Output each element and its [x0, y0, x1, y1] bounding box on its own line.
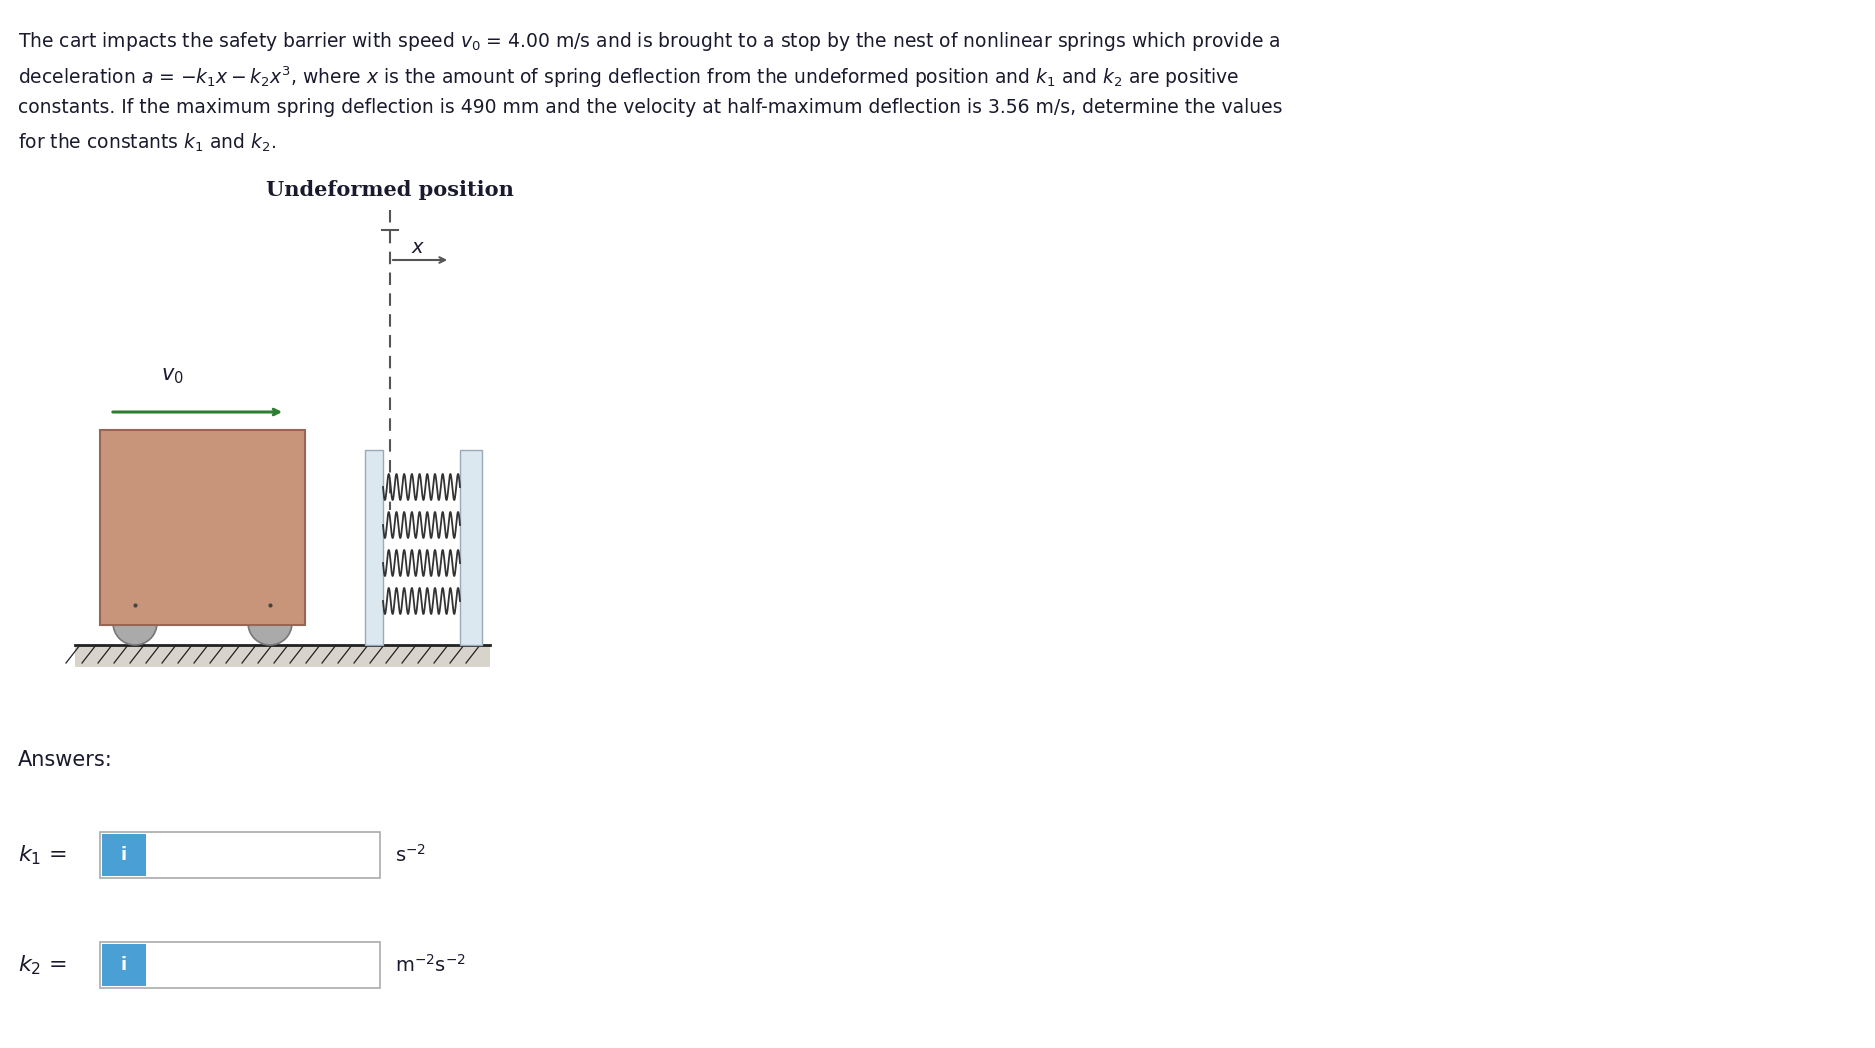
Text: $\mathsf{s^{-2}}$: $\mathsf{s^{-2}}$	[396, 844, 426, 866]
Bar	[99, 430, 306, 625]
Text: i: i	[120, 956, 128, 974]
Circle shape	[112, 601, 158, 645]
Bar	[99, 832, 381, 878]
Bar	[366, 450, 382, 645]
Text: $k_1$ =: $k_1$ =	[19, 844, 68, 867]
Text: i: i	[120, 846, 128, 864]
Circle shape	[248, 601, 292, 645]
Text: The cart impacts the safety barrier with speed $v_0$ = 4.00 m/s and is brought t: The cart impacts the safety barrier with…	[19, 30, 1281, 53]
Text: $v_0$: $v_0$	[161, 366, 184, 386]
Bar	[459, 450, 482, 645]
Bar	[99, 942, 381, 988]
Bar	[101, 834, 146, 876]
Text: $\mathsf{m^{-2}s^{-2}}$: $\mathsf{m^{-2}s^{-2}}$	[396, 954, 465, 976]
Text: $k_2$ =: $k_2$ =	[19, 954, 68, 977]
Text: deceleration $a$ = $-k_1x - k_2x^3$, where $x$ is the amount of spring deflectio: deceleration $a$ = $-k_1x - k_2x^3$, whe…	[19, 64, 1239, 89]
Text: $x$: $x$	[411, 238, 426, 257]
Text: constants. If the maximum spring deflection is 490 mm and the velocity at half-m: constants. If the maximum spring deflect…	[19, 99, 1282, 117]
Text: for the constants $k_1$ and $k_2$.: for the constants $k_1$ and $k_2$.	[19, 132, 276, 154]
Text: Answers:: Answers:	[19, 750, 112, 770]
Text: Undeformed position: Undeformed position	[266, 180, 514, 200]
Bar	[75, 645, 489, 667]
Bar	[101, 944, 146, 986]
